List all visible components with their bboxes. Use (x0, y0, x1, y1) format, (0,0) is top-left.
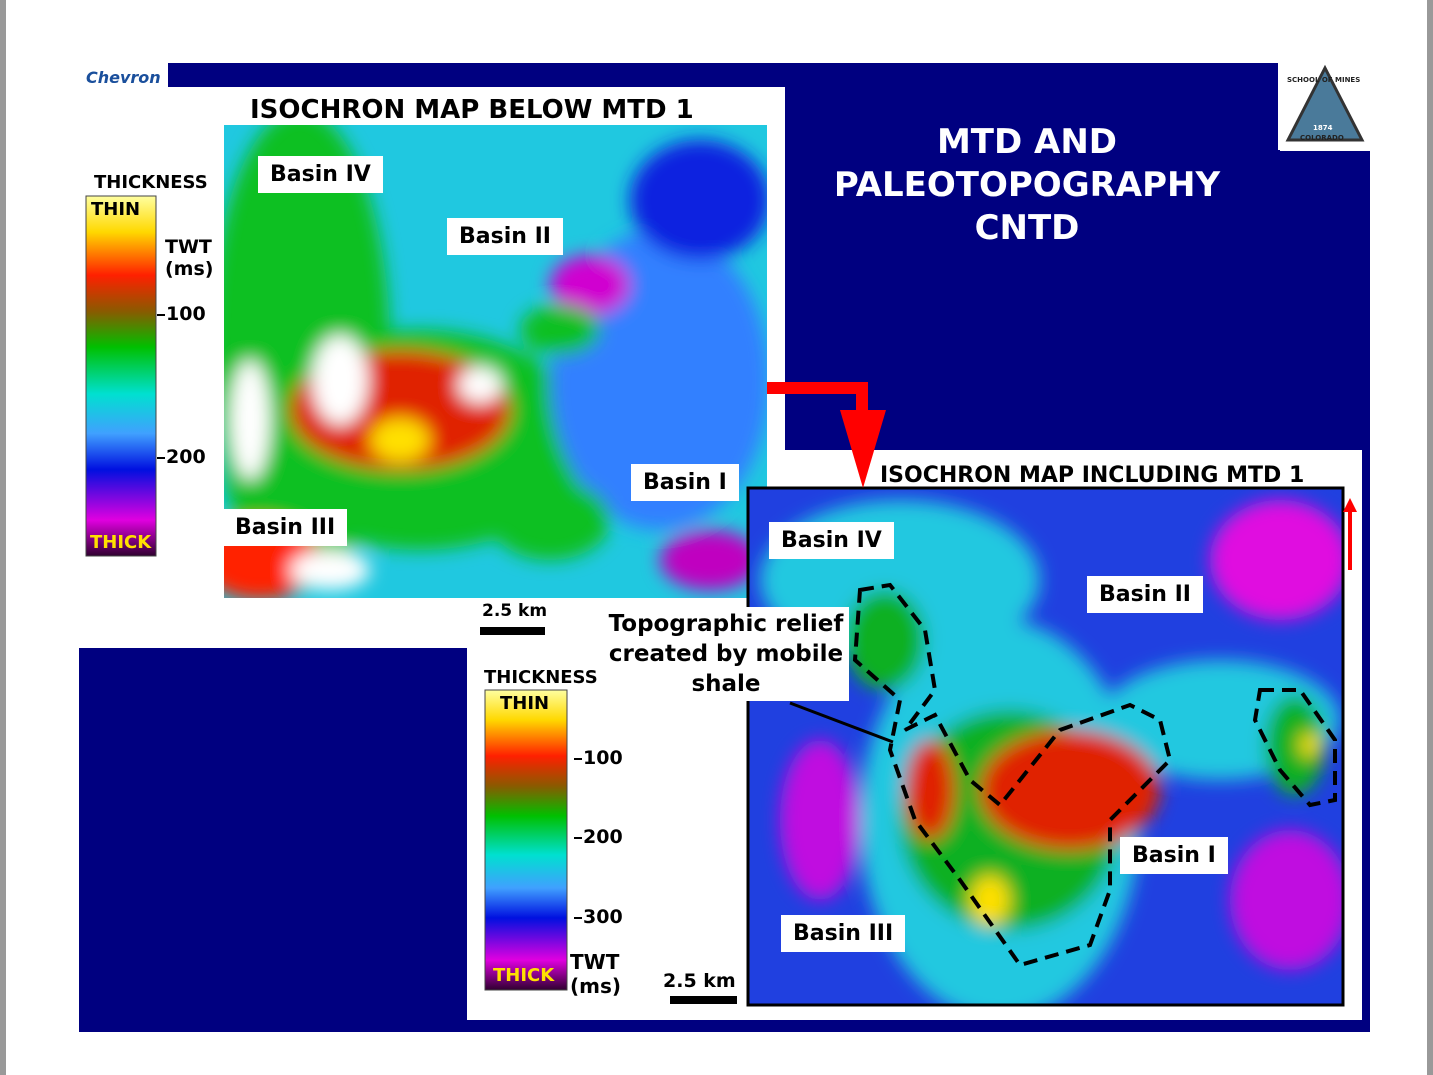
leader-line (789, 701, 894, 744)
logo (1285, 64, 1365, 142)
arrow (767, 382, 868, 420)
legend-tick: 200 (574, 826, 623, 848)
legend-thick: THICK (493, 965, 555, 986)
color-bar (85, 195, 157, 557)
edge (0, 0, 6, 1075)
color-bar (484, 689, 568, 991)
legend-tick: 300 (574, 905, 623, 928)
map-frame (746, 486, 1345, 1007)
legend-thick: THICK (90, 532, 152, 553)
map-title: ISOCHRON MAP INCLUDING MTD 1 (880, 463, 1305, 488)
annotation: Topographic relief created by mobile sha… (603, 607, 849, 701)
legend-tick: 200 (157, 446, 206, 468)
map-below (224, 125, 767, 598)
basin-label: Basin IV (769, 522, 894, 559)
slide-title-line: MTD AND (936, 122, 1118, 162)
legend-tick: 100 (574, 746, 623, 769)
slide-title-line: PALEOTOPOGRAPHY (833, 165, 1221, 205)
legend-unit: TWT (ms) (570, 950, 622, 998)
scale-label: 2.5 km (663, 970, 736, 992)
legend-tick: 100 (157, 303, 206, 325)
basin-label: Basin I (1120, 837, 1228, 874)
basin-label: Basin II (447, 218, 563, 255)
basin-label: Basin I (631, 464, 739, 501)
north-arrow-head (1343, 498, 1357, 512)
logo-text: 1874 (1313, 124, 1333, 132)
basin-label: Basin II (1087, 576, 1203, 613)
arrow-head (840, 410, 886, 488)
map-title: ISOCHRON MAP BELOW MTD 1 (250, 95, 694, 125)
legend-heading: THICKNESS (94, 172, 208, 193)
edge (1427, 0, 1433, 1075)
scale-label: 2.5 km (482, 601, 548, 621)
slide-title-line: CNTD (974, 208, 1080, 248)
basin-label: Basin III (223, 509, 348, 546)
basin-label: Basin IV (258, 156, 383, 193)
legend-thin: THIN (500, 693, 550, 714)
brand: Chevron (86, 68, 161, 87)
logo-text: SCHOOL OF MINES (1287, 76, 1361, 84)
legend-thin: THIN (91, 199, 141, 220)
scale-bar (670, 996, 737, 1004)
scale-bar (480, 627, 545, 635)
basin-label: Basin III (781, 915, 906, 952)
logo-text: COLORADO (1300, 134, 1344, 142)
legend-heading: THICKNESS (484, 667, 598, 688)
legend-unit: TWT (ms) (165, 236, 214, 280)
